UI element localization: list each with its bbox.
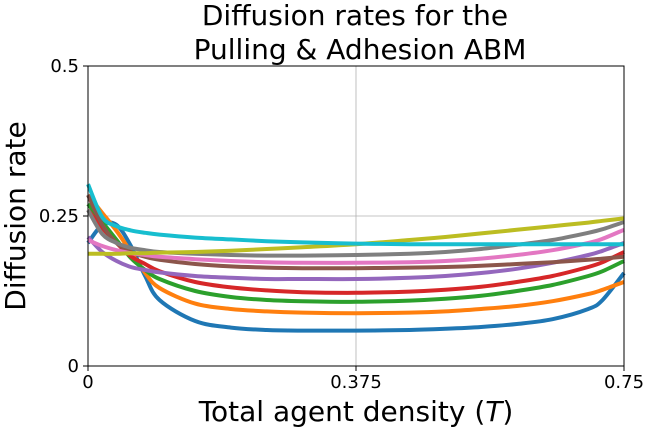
x-tick-label-1: 0.375	[330, 372, 382, 393]
series-line-3	[86, 208, 625, 295]
x-axis-label: Total agent density (T)	[198, 395, 514, 428]
y-axis-label: Diffusion rate	[0, 121, 32, 310]
series-group	[86, 183, 626, 333]
y-tick-label-1: 0.25	[39, 206, 79, 227]
x-tick-label-2: 0.75	[604, 372, 644, 393]
series-line-7	[86, 208, 625, 258]
series-line-8	[87, 216, 625, 256]
chart-title: Diffusion rates for the Pulling & Adhesi…	[194, 0, 527, 66]
y-tick-label-2: 0.5	[50, 56, 79, 77]
series-line-9	[86, 183, 624, 247]
x-tick-label-0: 0	[82, 372, 93, 393]
chart-title-line-1: Diffusion rates for the	[202, 0, 508, 32]
chart-title-line-2: Pulling & Adhesion ABM	[194, 33, 527, 66]
axis-ticks: 0 0.375 0.75 0 0.25 0.5	[39, 56, 644, 393]
y-tick-label-0: 0	[68, 356, 79, 377]
